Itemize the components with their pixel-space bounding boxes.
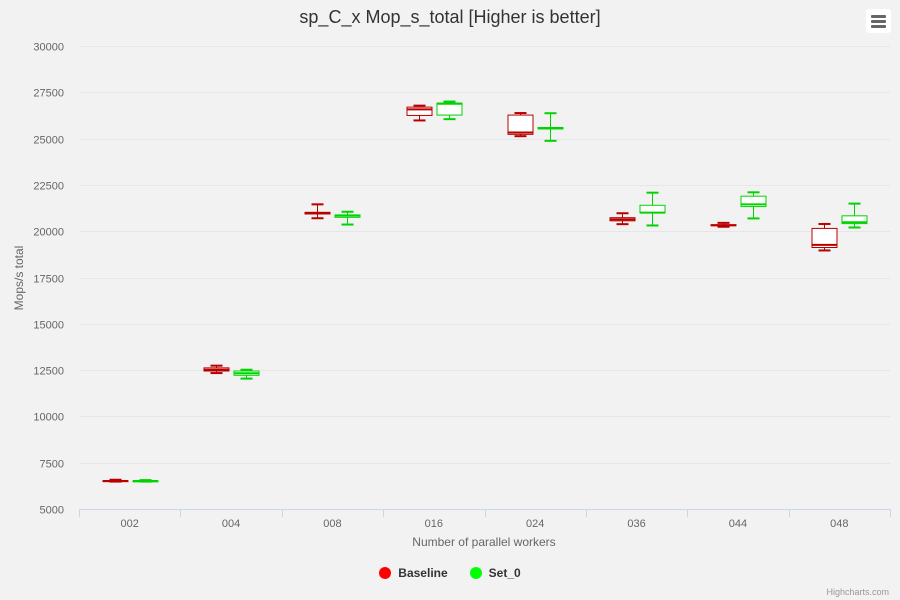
box-plot-set-0-008 xyxy=(334,210,361,226)
hamburger-menu-icon xyxy=(871,15,886,18)
box-plot-set-0-016 xyxy=(436,100,463,121)
box-plot-baseline-024 xyxy=(507,112,534,138)
y-axis-label: Mops/s total xyxy=(12,246,26,311)
x-tick-label: 002 xyxy=(121,518,139,530)
box-plot-baseline-036 xyxy=(609,212,636,226)
box-iqr xyxy=(740,195,767,208)
box-plot-baseline-044 xyxy=(710,221,737,228)
box-plot-baseline-008 xyxy=(304,203,331,220)
y-tick-label: 5000 xyxy=(40,505,64,517)
x-tick-label: 036 xyxy=(627,518,645,530)
x-tick-label: 004 xyxy=(222,518,240,530)
legend-marker-icon xyxy=(469,567,482,579)
y-tick-label: 25000 xyxy=(33,135,64,147)
x-tick-label: 016 xyxy=(425,518,443,530)
y-tick-label: 27500 xyxy=(33,88,64,100)
box-plot-baseline-048 xyxy=(811,222,838,252)
legend: Baseline Set_0 xyxy=(0,566,900,580)
y-tick-label: 10000 xyxy=(33,412,64,424)
legend-label: Baseline xyxy=(398,566,448,580)
legend-item-set-0[interactable]: Set_0 xyxy=(469,566,521,580)
x-tick-label: 024 xyxy=(526,518,544,530)
x-axis-label: Number of parallel workers xyxy=(412,535,555,549)
x-tick-label: 044 xyxy=(729,518,747,530)
chart-title: sp_C_x Mop_s_total [Higher is better] xyxy=(299,7,601,27)
box-iqr xyxy=(406,106,433,116)
y-tick-label: 22500 xyxy=(33,181,64,193)
y-tick-label: 15000 xyxy=(33,320,64,332)
y-tick-label: 30000 xyxy=(33,42,64,54)
box-iqr xyxy=(841,215,868,225)
box-plot-set-0-048 xyxy=(841,202,868,229)
x-tick-label: 048 xyxy=(830,518,848,530)
box-plot-set-0-044 xyxy=(740,191,767,220)
y-tick-label: 20000 xyxy=(33,227,64,239)
legend-label: Set_0 xyxy=(488,566,521,580)
credits-link[interactable]: Highcharts.com xyxy=(826,587,889,597)
chart-menu-button[interactable] xyxy=(866,9,891,33)
axes: 5000 7500 10000 12500 15000 17500 20000 22500 25… xyxy=(33,42,891,530)
box-iqr xyxy=(507,114,534,135)
box-plot-set-0-024 xyxy=(537,112,564,142)
box-series xyxy=(102,100,868,483)
x-tick-label: 008 xyxy=(323,518,341,530)
box-plot-set-0-002 xyxy=(132,479,159,483)
box-plot-baseline-004 xyxy=(203,364,230,375)
box-iqr xyxy=(811,227,838,248)
y-tick-label: 12500 xyxy=(33,366,64,378)
y-tick-label: 7500 xyxy=(40,459,64,471)
box-plot-set-0-036 xyxy=(639,191,666,227)
box-plot-set-0-004 xyxy=(233,368,260,380)
legend-marker-icon xyxy=(379,567,392,579)
y-tick-label: 17500 xyxy=(33,274,64,286)
box-iqr xyxy=(436,102,463,116)
hamburger-menu-icon-bar xyxy=(871,25,886,28)
hamburger-menu-icon-bar xyxy=(871,20,886,23)
legend-item-baseline[interactable]: Baseline xyxy=(379,566,448,580)
box-plot-baseline-016 xyxy=(406,104,433,122)
grid-lines xyxy=(79,46,890,464)
box-plot-baseline-002 xyxy=(102,478,129,483)
